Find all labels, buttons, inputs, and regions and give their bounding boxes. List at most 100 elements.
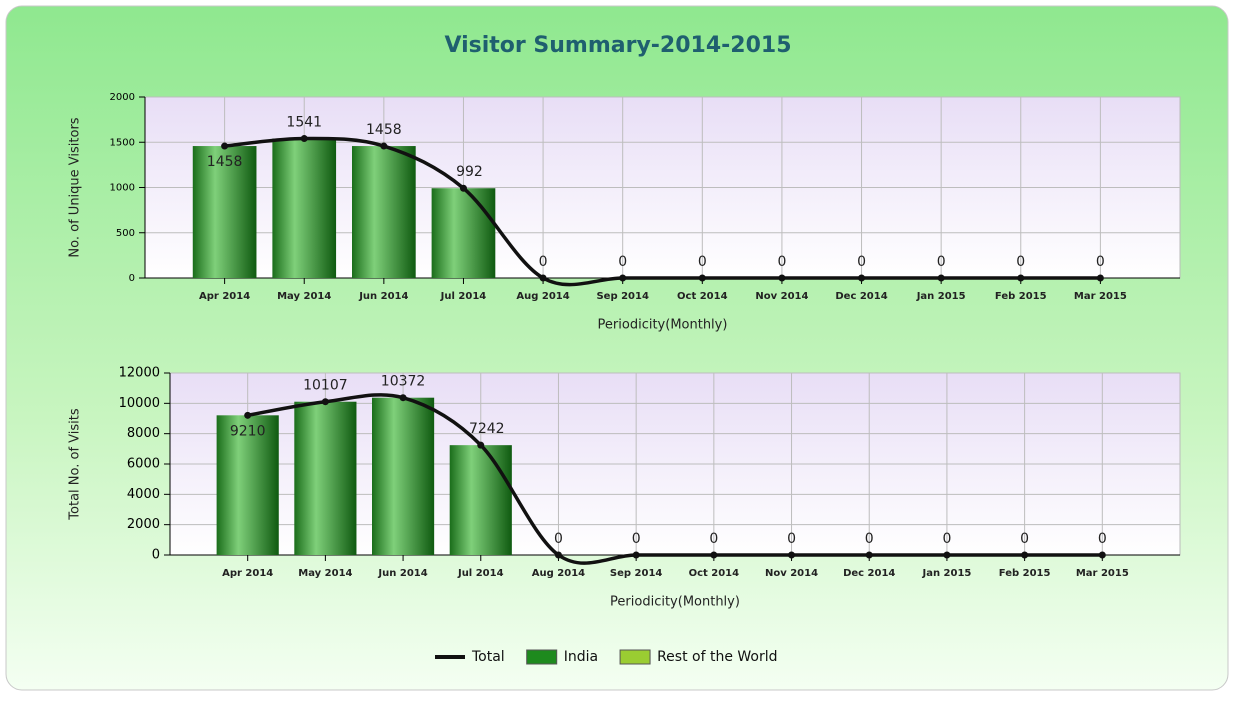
point — [937, 274, 945, 282]
data-label: 0 — [857, 254, 866, 270]
data-label: 1541 — [286, 115, 322, 131]
x-axis-label: Periodicity(Monthly) — [598, 318, 728, 333]
x-tick-label: Aug 2014 — [532, 568, 585, 579]
point — [221, 142, 229, 150]
point — [300, 135, 308, 143]
data-label: 10372 — [381, 374, 426, 390]
data-label: 0 — [777, 254, 786, 270]
legend-swatch — [526, 649, 558, 665]
x-tick-label: Aug 2014 — [516, 291, 569, 302]
data-label: 1458 — [366, 122, 402, 138]
data-label: 0 — [1016, 254, 1025, 270]
data-label: 0 — [539, 254, 548, 270]
x-tick-label: Apr 2014 — [222, 568, 273, 579]
point — [865, 551, 873, 559]
point — [399, 394, 407, 402]
bar — [192, 146, 257, 278]
legend-label: India — [564, 649, 598, 665]
data-label: 0 — [1098, 531, 1107, 547]
x-tick-label: Jan 2015 — [921, 568, 971, 579]
x-tick-label: Feb 2015 — [999, 568, 1051, 579]
point — [554, 551, 562, 559]
data-label: 0 — [709, 531, 718, 547]
x-axis-label: Periodicity(Monthly) — [610, 595, 740, 610]
point — [788, 551, 796, 559]
y-tick-label: 10000 — [119, 396, 160, 411]
x-tick-label: Jul 2014 — [440, 291, 487, 302]
data-label: 0 — [618, 254, 627, 270]
data-label: 0 — [942, 531, 951, 547]
point — [244, 411, 252, 419]
x-tick-label: Jan 2015 — [916, 291, 966, 302]
y-tick-label: 500 — [116, 228, 135, 239]
x-tick-label: Feb 2015 — [995, 291, 1047, 302]
bar — [294, 401, 357, 555]
point — [698, 274, 706, 282]
y-tick-label: 12000 — [119, 366, 160, 381]
legend-label: Rest of the World — [657, 649, 777, 665]
y-tick-label: 0 — [129, 273, 135, 284]
point — [380, 142, 388, 150]
data-label: 0 — [1096, 254, 1105, 270]
bar — [352, 146, 416, 278]
x-tick-label: Jun 2014 — [358, 291, 408, 302]
x-tick-label: Mar 2015 — [1076, 568, 1129, 579]
x-tick-label: Mar 2015 — [1074, 291, 1127, 302]
x-tick-label: Sep 2014 — [596, 291, 648, 302]
x-tick-label: Nov 2014 — [755, 291, 808, 302]
point — [477, 441, 485, 449]
data-label: 992 — [456, 164, 483, 180]
y-tick-label: 4000 — [127, 487, 160, 502]
data-label: 1458 — [207, 154, 243, 170]
point — [459, 184, 467, 192]
y-tick-label: 2000 — [127, 517, 160, 532]
data-label: 0 — [554, 531, 563, 547]
y-tick-label: 2000 — [110, 92, 135, 103]
y-tick-label: 0 — [152, 548, 160, 563]
x-tick-label: Jun 2014 — [377, 568, 427, 579]
y-axis-label: Total No. of Visits — [68, 408, 83, 521]
point — [858, 274, 866, 282]
x-tick-label: Apr 2014 — [199, 291, 250, 302]
data-label: 0 — [1020, 531, 1029, 547]
data-label: 0 — [698, 254, 707, 270]
data-label: 9210 — [230, 423, 266, 439]
y-tick-label: 1500 — [110, 137, 135, 148]
point — [1021, 551, 1029, 559]
x-tick-label: Dec 2014 — [835, 291, 887, 302]
data-label: 0 — [937, 254, 946, 270]
y-tick-label: 1000 — [110, 183, 135, 194]
point — [619, 274, 627, 282]
x-tick-label: Nov 2014 — [765, 568, 818, 579]
bar — [431, 188, 496, 278]
point — [778, 274, 786, 282]
x-tick-label: May 2014 — [298, 568, 352, 579]
x-tick-label: Sep 2014 — [610, 568, 662, 579]
y-tick-label: 6000 — [127, 457, 160, 472]
x-tick-label: Dec 2014 — [843, 568, 895, 579]
point — [1017, 274, 1025, 282]
x-tick-label: May 2014 — [277, 291, 331, 302]
point — [710, 551, 718, 559]
x-tick-label: Jul 2014 — [457, 568, 504, 579]
point — [1096, 274, 1104, 282]
bar — [216, 415, 279, 555]
bar — [449, 445, 512, 555]
data-label: 0 — [632, 531, 641, 547]
y-axis-label: No. of Unique Visitors — [68, 117, 83, 257]
data-label: 7242 — [469, 421, 505, 437]
data-label: 10107 — [303, 378, 348, 394]
data-label: 0 — [865, 531, 874, 547]
x-tick-label: Oct 2014 — [689, 568, 740, 579]
data-label: 0 — [787, 531, 796, 547]
bar — [272, 138, 337, 278]
bar — [372, 397, 435, 555]
point — [539, 274, 547, 282]
title: Visitor Summary-2014-2015 — [444, 33, 791, 58]
point — [943, 551, 951, 559]
point — [321, 398, 329, 406]
point — [1098, 551, 1106, 559]
legend-swatch — [619, 649, 651, 665]
